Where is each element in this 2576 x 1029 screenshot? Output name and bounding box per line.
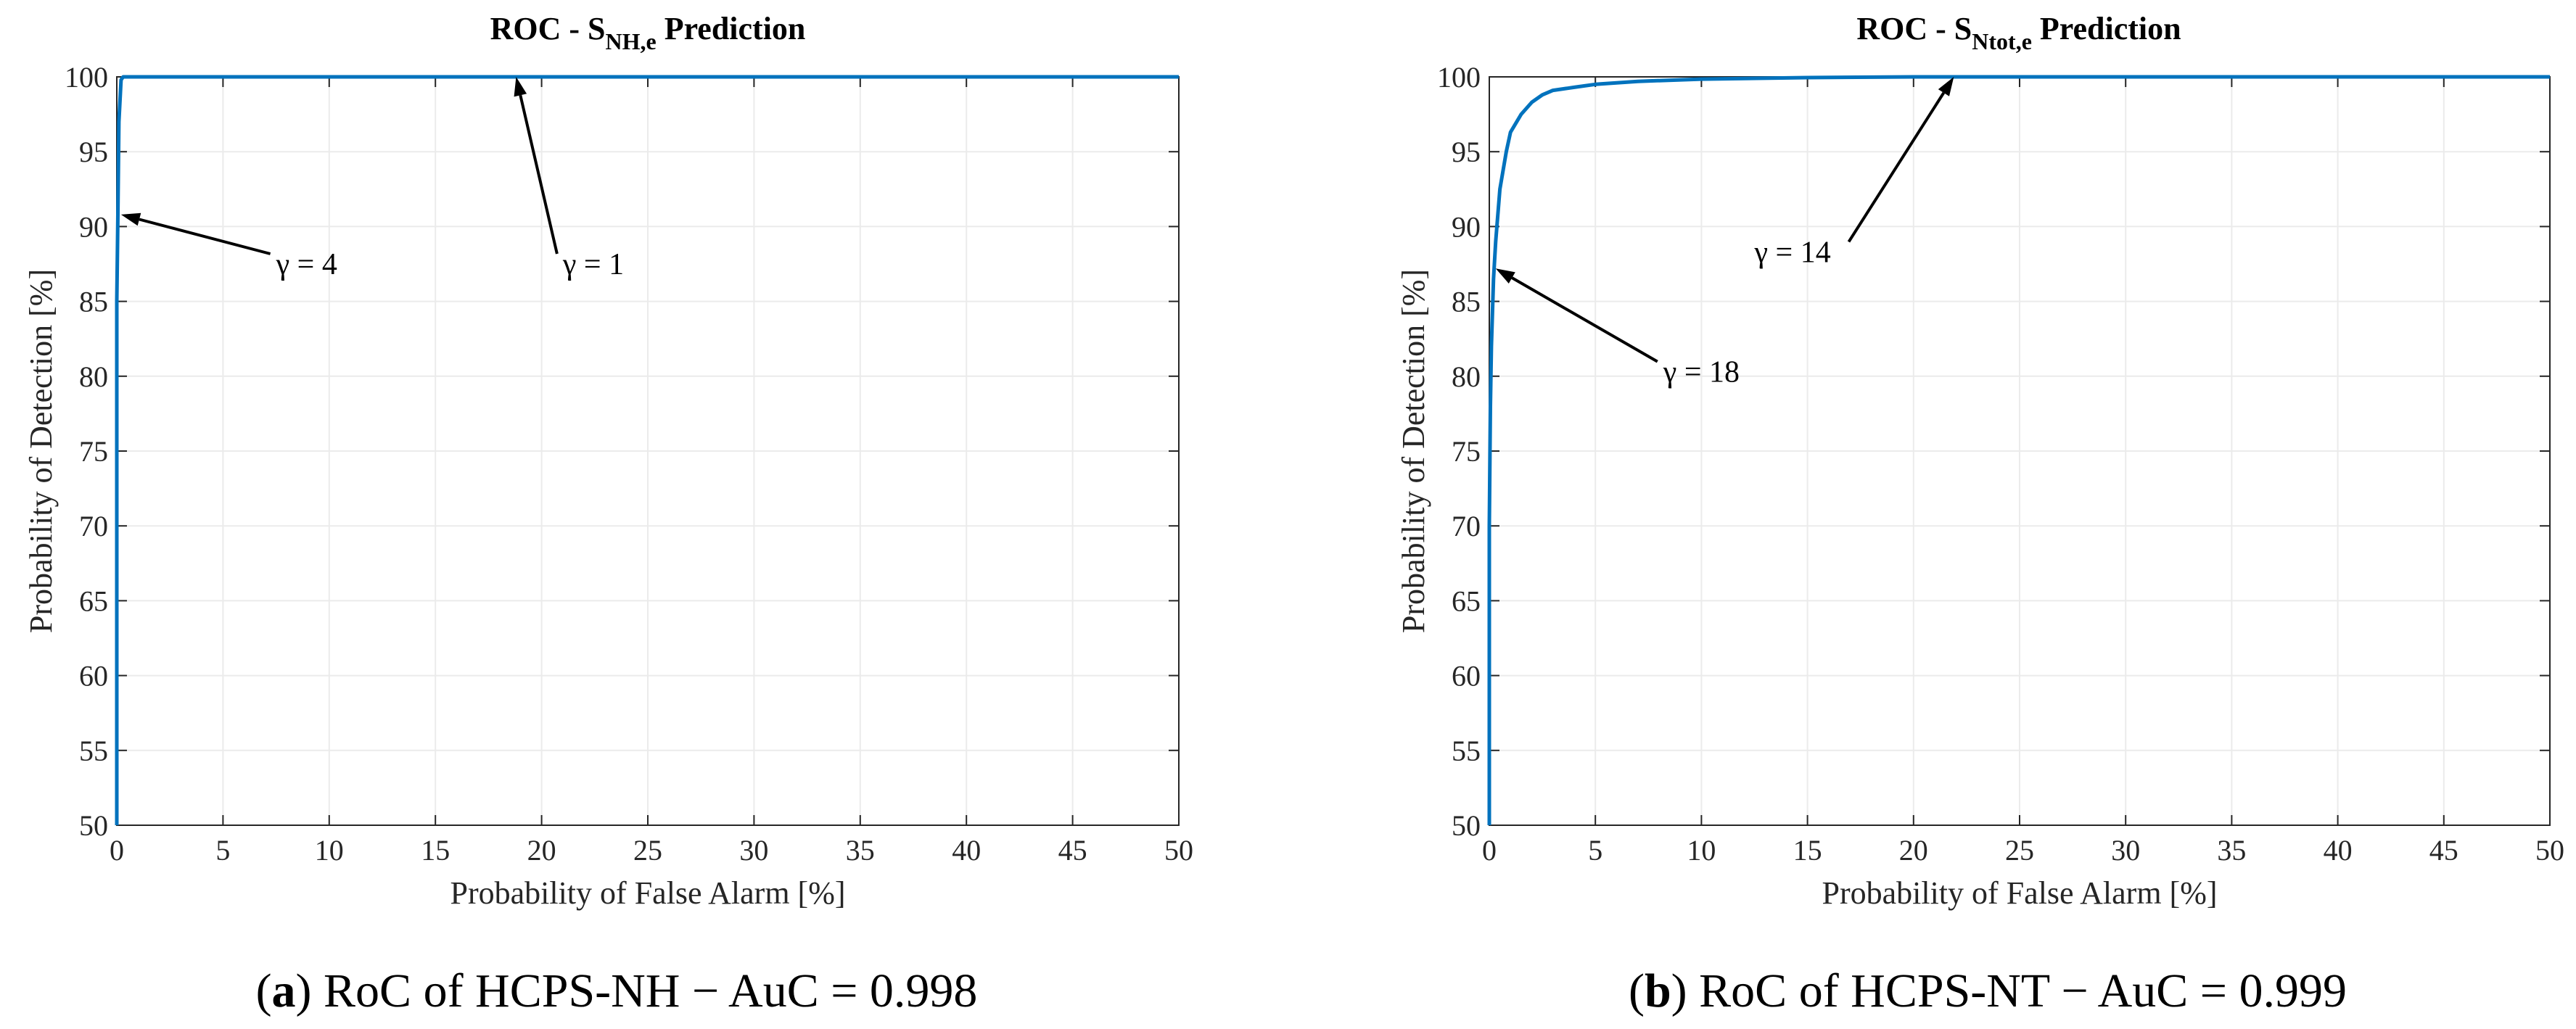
x-tick-label: 45: [1058, 834, 1087, 867]
x-tick-label: 40: [2324, 834, 2353, 867]
caption-text: ) RoC of HCPS-NH − AuC = 0.998: [296, 964, 978, 1017]
chart-panel-a: 0 5 10 15 20 25 30 35 40 45 50 50 55 60 65 70 75 80 85 90 95…: [23, 11, 1193, 1017]
chart-title-main: ROC - S: [1856, 11, 1972, 46]
y-tick-label: 75: [79, 435, 108, 468]
chart-title-subscript: NH,e: [605, 28, 656, 54]
roc-curve-line: [115, 75, 1179, 825]
y-tick-label: 65: [79, 584, 108, 617]
x-tick-label: 0: [1482, 834, 1497, 867]
x-tick-label: 0: [110, 834, 124, 867]
x-tick-label: 5: [1588, 834, 1602, 867]
x-axis-label: Probability of False Alarm [%]: [450, 875, 845, 911]
x-tick-label: 45: [2429, 834, 2458, 867]
roc-curve-line: [1487, 75, 2550, 825]
caption-paren-open: (: [256, 964, 272, 1017]
caption-label: a: [272, 964, 296, 1017]
y-tick-label: 65: [1452, 584, 1481, 617]
y-tick-label: 70: [1452, 510, 1481, 542]
y-axis-label: Probability of Detection [%]: [1396, 269, 1431, 633]
y-tick-label: 100: [65, 61, 108, 94]
y-tick-label: 90: [1452, 210, 1481, 243]
x-tick-label: 5: [215, 834, 230, 867]
y-axis-label: Probability of Detection [%]: [23, 269, 59, 633]
caption-paren-open: (: [1629, 964, 1645, 1017]
x-tick-label: 10: [1687, 834, 1716, 867]
y-tick-label: 60: [1452, 660, 1481, 693]
annotation-label: γ = 18: [1663, 356, 1740, 389]
figure-caption: (a) RoC of HCPS-NH − AuC = 0.998: [256, 964, 978, 1017]
y-tick-label: 55: [1452, 735, 1481, 767]
x-tick-label: 30: [2111, 834, 2140, 867]
x-tick-label: 40: [952, 834, 981, 867]
chart-panel-b: 0 5 10 15 20 25 30 35 40 45 50 50 55 60 65 70 75 80 85 90 95…: [1396, 11, 2564, 1017]
y-tick-label: 85: [1452, 286, 1481, 318]
chart-title-tail: Prediction: [657, 11, 806, 46]
y-tick-label: 80: [79, 360, 108, 393]
annotation-label: γ = 4: [276, 248, 337, 281]
x-tick-label: 10: [315, 834, 344, 867]
annotation-label: γ = 14: [1754, 236, 1831, 269]
y-tick-label: 95: [1452, 136, 1481, 168]
x-tick-label: 50: [1164, 834, 1193, 867]
annotation-arrowhead: [120, 212, 141, 226]
y-tick-label: 50: [79, 809, 108, 842]
annotation-arrow: [519, 94, 559, 255]
chart-title-subscript: Ntot,e: [1972, 28, 2032, 54]
chart-title-main: ROC - S: [490, 11, 606, 46]
annotation-label: γ = 1: [562, 248, 624, 281]
x-tick-label: 15: [1793, 834, 1822, 867]
annotation-arrow: [139, 218, 271, 255]
x-tick-label: 35: [2217, 834, 2246, 867]
y-tick-label: 70: [79, 510, 108, 542]
y-tick-label: 90: [79, 210, 108, 243]
x-tick-label: 25: [2005, 834, 2034, 867]
x-tick-label: 30: [739, 834, 768, 867]
y-tick-label: 60: [79, 660, 108, 693]
y-tick-label: 80: [1452, 360, 1481, 393]
annotation-arrow: [1847, 91, 1946, 243]
x-tick-label: 20: [1899, 834, 1928, 867]
caption-label: b: [1645, 964, 1671, 1017]
y-tick-label: 85: [79, 286, 108, 318]
chart-title: ROC - SNtot,e Prediction: [1856, 11, 2181, 54]
x-tick-label: 25: [633, 834, 662, 867]
figure-caption: (b) RoC of HCPS-NT − AuC = 0.999: [1629, 964, 2347, 1017]
x-tick-label: 15: [421, 834, 450, 867]
x-tick-label: 35: [846, 834, 875, 867]
x-tick-label: 20: [527, 834, 556, 867]
y-tick-label: 55: [79, 735, 108, 767]
caption-text: ) RoC of HCPS-NT − AuC = 0.999: [1671, 964, 2347, 1017]
y-tick-label: 100: [1437, 61, 1481, 94]
annotation-arrowhead: [1938, 77, 1954, 96]
chart-title: ROC - SNH,e Prediction: [490, 11, 806, 54]
annotation-arrow: [1511, 276, 1658, 363]
y-tick-label: 50: [1452, 809, 1481, 842]
chart-title-tail: Prediction: [2032, 11, 2181, 46]
y-tick-label: 75: [1452, 435, 1481, 468]
y-tick-label: 95: [79, 136, 108, 168]
x-axis-label: Probability of False Alarm [%]: [1822, 875, 2217, 911]
x-tick-label: 50: [2535, 834, 2564, 867]
annotation-arrowhead: [514, 77, 527, 97]
annotation-arrowhead: [1495, 268, 1515, 284]
